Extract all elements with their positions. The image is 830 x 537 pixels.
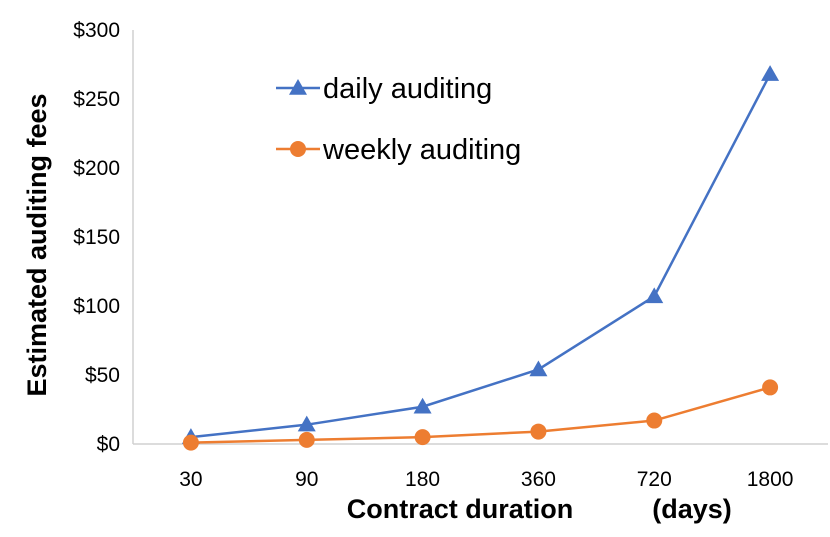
y-axis-title: Estimated auditing fees <box>22 93 52 396</box>
data-point-weekly-auditing <box>646 412 663 429</box>
data-point-daily-auditing <box>529 360 548 377</box>
y-tick-label: $50 <box>85 364 120 387</box>
series-line-daily-auditing <box>190 73 772 439</box>
series-weekly-auditing <box>182 379 779 451</box>
x-tick-labels: 30 90 180 360 720 1800 <box>179 468 793 491</box>
y-tick-label: $300 <box>73 19 120 42</box>
x-axis-title: Contract duration <box>347 494 574 524</box>
legend: daily auditing weekly auditing <box>276 73 521 166</box>
y-tick-labels: $0 $50 $100 $150 $200 $250 $300 <box>73 19 120 456</box>
data-point-daily-auditing <box>413 397 432 414</box>
x-tick-label: 1800 <box>747 468 794 491</box>
x-tick-label: 720 <box>637 468 672 491</box>
data-point-daily-auditing <box>761 65 780 81</box>
legend-marker-circle <box>290 141 306 157</box>
y-tick-label: $0 <box>97 433 120 456</box>
y-tick-label: $100 <box>73 295 120 318</box>
data-point-weekly-auditing <box>530 423 547 440</box>
data-point-weekly-auditing <box>762 379 779 396</box>
series-group <box>181 65 780 451</box>
data-point-weekly-auditing <box>414 429 431 446</box>
data-point-daily-auditing <box>297 415 316 432</box>
x-tick-label: 90 <box>295 468 318 491</box>
x-axis-unit: (days) <box>652 494 732 524</box>
y-tick-label: $150 <box>73 226 120 249</box>
legend-label: weekly auditing <box>322 134 521 166</box>
y-tick-label: $200 <box>73 157 120 180</box>
data-point-weekly-auditing <box>182 434 199 451</box>
legend-item-daily-auditing: daily auditing <box>276 73 492 105</box>
series-daily-auditing <box>181 65 780 444</box>
data-point-weekly-auditing <box>298 431 315 448</box>
y-tick-label: $250 <box>73 88 120 111</box>
x-tick-label: 180 <box>405 468 440 491</box>
x-tick-label: 30 <box>179 468 202 491</box>
legend-marker-triangle <box>289 79 307 95</box>
legend-item-weekly-auditing: weekly auditing <box>276 134 521 166</box>
x-tick-label: 360 <box>521 468 556 491</box>
series-line-weekly-auditing <box>190 386 771 444</box>
data-point-daily-auditing <box>645 287 664 304</box>
axes <box>132 30 828 445</box>
legend-label: daily auditing <box>323 73 492 105</box>
